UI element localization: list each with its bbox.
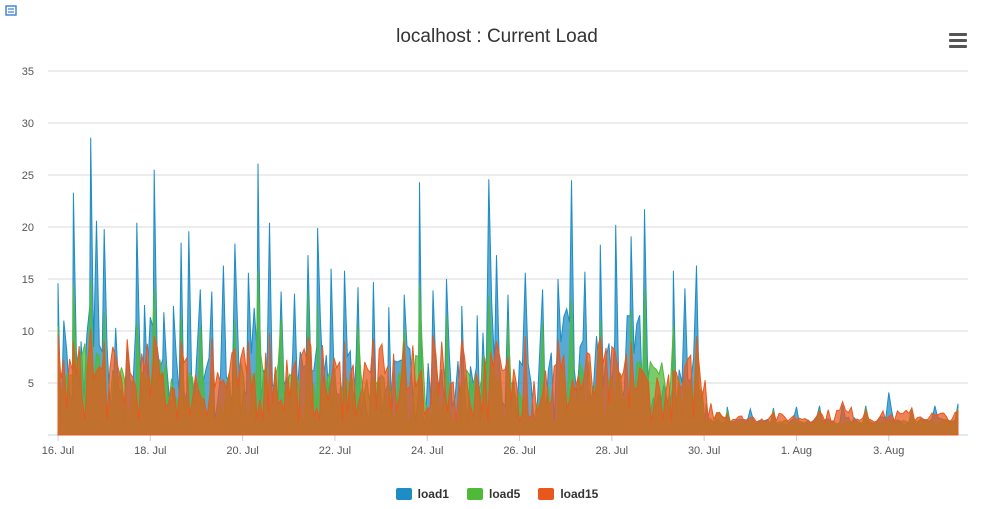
y-tick-label: 35	[22, 66, 34, 78]
chart-menu-button[interactable]	[946, 30, 970, 52]
x-tick-label: 20. Jul	[226, 445, 258, 457]
x-tick-label: 22. Jul	[319, 445, 351, 457]
menu-icon-bar	[949, 33, 967, 36]
legend-item-load1[interactable]: load1	[395, 487, 449, 501]
legend-swatch-load5	[466, 488, 483, 500]
x-tick-label: 3. Aug	[873, 445, 904, 457]
legend-swatch-load1	[395, 488, 412, 500]
legend-item-load15[interactable]: load15	[538, 487, 598, 501]
print-icon[interactable]	[4, 4, 18, 18]
x-tick-label: 30. Jul	[688, 445, 720, 457]
y-tick-label: 15	[22, 274, 34, 286]
y-tick-label: 10	[22, 326, 34, 338]
y-tick-label: 5	[28, 378, 34, 390]
menu-icon-bar	[949, 45, 967, 48]
x-tick-label: 24. Jul	[411, 445, 443, 457]
y-tick-label: 20	[22, 222, 34, 234]
x-tick-label: 18. Jul	[134, 445, 166, 457]
legend-item-load5[interactable]: load5	[466, 487, 521, 501]
legend-label-load5: load5	[488, 487, 521, 501]
series-area-load15	[57, 328, 959, 436]
x-tick-label: 28. Jul	[596, 445, 628, 457]
legend-label-load15: load15	[560, 487, 599, 501]
x-tick-label: 1. Aug	[781, 445, 812, 457]
chart-title: localhost : Current Load	[396, 26, 598, 47]
x-tick-label: 16. Jul	[42, 445, 74, 457]
legend-label-load1: load1	[417, 487, 449, 501]
y-tick-label: 25	[22, 170, 34, 182]
chart-legend: load1 load5 load15	[0, 487, 994, 501]
y-tick-label: 30	[22, 118, 34, 130]
x-tick-label: 26. Jul	[503, 445, 535, 457]
load-chart: 5 10 15 20 25 30 35 16. Jul 18. Jul 20. Jul 22. Ju…	[22, 66, 968, 457]
menu-icon-bar	[949, 39, 967, 42]
legend-swatch-load15	[538, 488, 555, 500]
